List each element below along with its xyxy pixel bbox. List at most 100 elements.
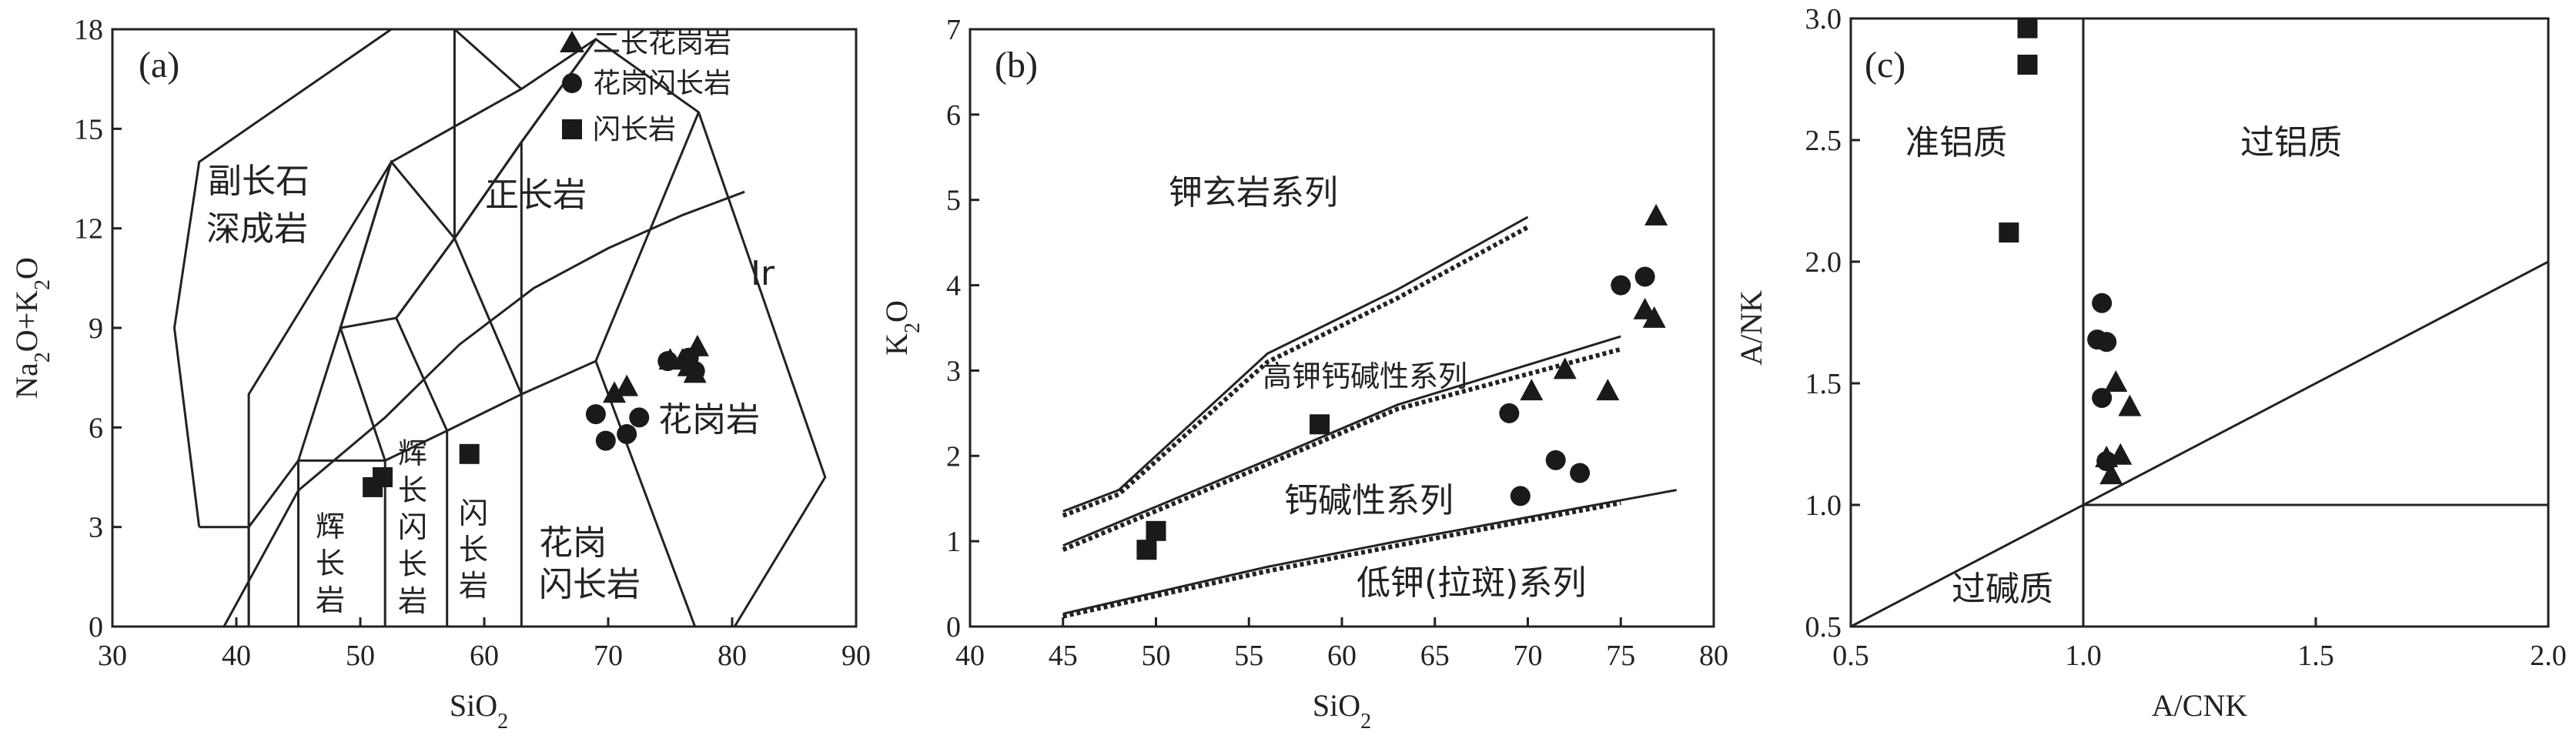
field-boundary-line bbox=[298, 359, 697, 627]
x-tick-label: 50 bbox=[346, 640, 375, 672]
y-tick-label: 2.0 bbox=[1805, 246, 1842, 279]
point-granodiorite bbox=[595, 430, 616, 451]
x-tick-label: 90 bbox=[841, 640, 871, 672]
panel-c-label: (c) bbox=[1865, 45, 1905, 85]
y-tick-label: 0 bbox=[89, 611, 103, 643]
field-label-gabbrodiorite-1: 辉 bbox=[398, 436, 427, 470]
y-tick-label: 4 bbox=[946, 270, 961, 302]
boundary-high-k-solid bbox=[1062, 335, 1621, 547]
field-label-gabbrodiorite-4: 长 bbox=[398, 547, 427, 581]
point-granodiorite bbox=[2096, 451, 2117, 472]
panel-b-y-axis-label: K2O bbox=[879, 300, 925, 356]
field-label-peralkaline: 过碱质 bbox=[1952, 570, 2053, 609]
field-boundary-line bbox=[390, 88, 523, 163]
field-label-gabbro-3: 岩 bbox=[316, 583, 345, 617]
point-granodiorite bbox=[1611, 275, 1631, 296]
point-granodiorite bbox=[1499, 403, 1520, 423]
field-label-plutonic: 深成岩 bbox=[206, 209, 308, 249]
field-label-gabbrodiorite-5: 岩 bbox=[398, 584, 427, 618]
boundary-high-k-dashed bbox=[1062, 346, 1622, 552]
x-tick-label: 0.5 bbox=[1832, 640, 1869, 672]
panel-a-label: (a) bbox=[139, 45, 179, 85]
x-tick-label: 70 bbox=[594, 640, 623, 672]
legend-marker-circle bbox=[562, 73, 582, 93]
point-granodiorite bbox=[585, 404, 606, 425]
point-diorite bbox=[372, 467, 393, 487]
panel-a-x-ticks: 30 40 50 60 70 80 90 bbox=[98, 617, 871, 672]
x-tick-label: 60 bbox=[470, 640, 499, 672]
point-monzogranite bbox=[2104, 370, 2128, 392]
panel-a-y-axis-label: Na2O+K2O bbox=[9, 257, 55, 399]
field-boundary-line bbox=[199, 526, 250, 627]
legend-label-monzogranite: 二长花岗岩 bbox=[593, 28, 731, 59]
x-tick-label: 55 bbox=[1234, 640, 1263, 672]
point-granodiorite bbox=[2092, 292, 2113, 313]
point-monzogranite bbox=[1644, 203, 1668, 226]
point-granodiorite bbox=[1510, 486, 1531, 506]
x-tick-label: 30 bbox=[98, 640, 127, 672]
point-granodiorite bbox=[1634, 266, 1655, 287]
boundary-shoshonite-dashed bbox=[1062, 225, 1529, 518]
panel-a-points bbox=[363, 334, 709, 497]
x-tick-label: 60 bbox=[1327, 640, 1357, 672]
point-diorite bbox=[1146, 520, 1166, 541]
panel-c-frame bbox=[1849, 17, 2550, 628]
y-tick-label: 2.5 bbox=[1805, 125, 1842, 157]
panel-c-points bbox=[1999, 18, 2142, 485]
x-tick-label: 40 bbox=[222, 640, 251, 672]
point-granodiorite bbox=[2092, 387, 2113, 408]
y-tick-label: 0 bbox=[946, 611, 961, 643]
field-label-low-k-tholeiite: 低钾(拉斑)系列 bbox=[1357, 563, 1586, 603]
y-tick-label: 6 bbox=[89, 412, 103, 444]
boundary-low-k-solid bbox=[1062, 489, 1677, 615]
field-label-granodiorite-2: 闪长岩 bbox=[539, 565, 641, 604]
point-monzogranite bbox=[1553, 357, 1577, 379]
field-label-granodiorite-1: 花岗 bbox=[539, 523, 607, 563]
x-tick-label: 45 bbox=[1049, 640, 1078, 672]
field-boundary-line bbox=[222, 190, 745, 627]
field-label-high-k-calc-alkaline: 高钾钙碱性系列 bbox=[1263, 359, 1467, 393]
x-tick-label: 80 bbox=[1699, 640, 1728, 672]
y-tick-label: 2 bbox=[946, 440, 961, 473]
point-diorite bbox=[1136, 540, 1157, 560]
panel-a-field-boundaries bbox=[172, 28, 827, 627]
panel-a-legend: 二长花岗岩 花岗闪长岩 闪长岩 bbox=[560, 28, 731, 145]
point-granodiorite bbox=[629, 407, 650, 428]
field-label-diorite-1: 闪 bbox=[459, 496, 488, 530]
point-granodiorite bbox=[684, 361, 705, 382]
panel-a-x-axis-label: SiO2 bbox=[450, 688, 508, 734]
field-label-diorite-3: 岩 bbox=[459, 569, 488, 603]
panel-b-x-axis-label: SiO2 bbox=[1313, 688, 1371, 734]
panel-b-y-ticks: 0 1 2 3 4 5 6 7 bbox=[946, 14, 979, 643]
field-label-syenite: 正长岩 bbox=[485, 175, 587, 215]
y-tick-label: 6 bbox=[946, 99, 961, 132]
point-granodiorite bbox=[1570, 463, 1591, 483]
panel-c-x-ticks: 0.5 1.0 1.5 2.0 bbox=[1832, 617, 2567, 672]
boundary-shoshonite-solid bbox=[1062, 216, 1529, 513]
boundary-low-k-dashed bbox=[1062, 500, 1621, 619]
field-label-foid: 副长石 bbox=[208, 162, 309, 201]
y-tick-label: 7 bbox=[946, 14, 961, 46]
field-label-ir: Ir bbox=[751, 254, 775, 293]
x-tick-label: 50 bbox=[1142, 640, 1171, 672]
y-tick-label: 3 bbox=[946, 355, 961, 387]
panel-b-label: (b) bbox=[995, 45, 1038, 85]
field-boundary-line bbox=[594, 112, 700, 362]
x-tick-label: 1.5 bbox=[2297, 640, 2334, 672]
point-monzogranite bbox=[615, 374, 639, 396]
field-label-gabbro-2: 长 bbox=[316, 546, 345, 580]
field-label-metaluminous: 准铝质 bbox=[1905, 123, 2007, 162]
y-tick-label: 0.5 bbox=[1805, 611, 1842, 643]
field-label-diorite-2: 长 bbox=[459, 533, 488, 567]
y-tick-label: 9 bbox=[89, 313, 103, 345]
point-diorite bbox=[1310, 414, 1330, 435]
panel-c-x-axis-label: A/CNK bbox=[2152, 688, 2248, 723]
panel-c-y-axis-label: A/NK bbox=[1734, 290, 1768, 366]
panel-c-acnk-ank-diagram: 0.5 1.0 1.5 2.0 0.5 1.0 1.5 2.0 2.5 3.0 (c) A/CN… bbox=[1734, 3, 2567, 723]
point-granodiorite bbox=[617, 423, 637, 444]
point-diorite bbox=[2017, 18, 2038, 38]
y-tick-label: 1 bbox=[946, 526, 961, 558]
legend-marker-triangle bbox=[560, 31, 584, 52]
